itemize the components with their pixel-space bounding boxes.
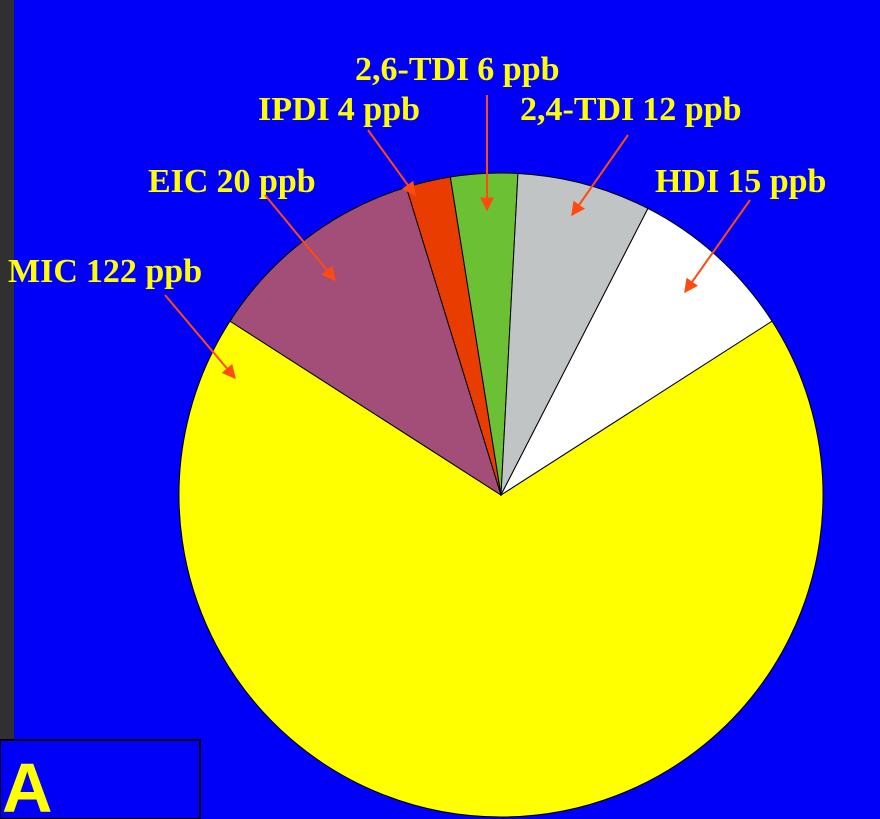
category-name: HDI: [655, 163, 719, 200]
pie: [178, 172, 824, 818]
slice-label: MIC 122 ppb: [8, 253, 202, 290]
value-label: 6 ppb: [477, 51, 559, 88]
leader-arrow: [164, 294, 236, 380]
slice-label: HDI 15 ppb: [655, 163, 826, 200]
category-name: EIC: [148, 163, 208, 200]
pie-slice: [500, 172, 649, 496]
pie-slice: [229, 186, 502, 497]
photo-strip: [0, 0, 14, 740]
leader-arrow: [264, 194, 336, 282]
category-name: IPDI: [258, 91, 330, 128]
slice-label: IPDI 4 ppb: [258, 91, 420, 128]
pie-slice: [499, 207, 773, 497]
value-label: 12 ppb: [642, 91, 741, 128]
category-name: MIC: [8, 253, 78, 290]
value-label: 20 ppb: [216, 163, 315, 200]
value-label: 15 ppb: [727, 163, 826, 200]
leader-arrow: [367, 129, 416, 197]
leader-arrow: [684, 199, 751, 294]
value-label: 122 ppb: [86, 253, 202, 290]
category-name: 2,4-TDI: [520, 91, 634, 128]
category-name: 2,6-TDI: [355, 51, 469, 88]
pie-slice: [178, 320, 824, 818]
inset-box: [0, 739, 201, 819]
slice-label: 2,6-TDI 6 ppb: [355, 51, 560, 88]
annotation: A: [2, 749, 53, 819]
value-label: 4 ppb: [338, 91, 420, 128]
leader-arrow: [571, 134, 629, 217]
slice-label: 2,4-TDI 12 ppb: [520, 91, 742, 128]
slice-label: EIC 20 ppb: [148, 163, 316, 200]
